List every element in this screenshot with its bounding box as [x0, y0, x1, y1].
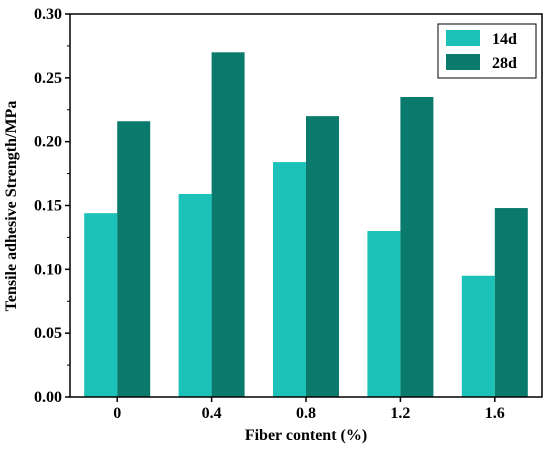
x-tick-label: 0.4 — [202, 405, 222, 422]
x-tick-label: 0.8 — [296, 405, 316, 422]
x-axis-label: Fiber content (%) — [245, 427, 367, 444]
legend-swatch-28d — [446, 54, 480, 70]
y-tick-label: 0.10 — [34, 261, 62, 278]
x-tick-label: 0 — [113, 405, 121, 422]
legend-label-28d: 28d — [492, 55, 517, 72]
y-tick-label: 0.25 — [34, 70, 62, 87]
y-tick-label: 0.15 — [34, 198, 62, 215]
y-tick-label: 0.00 — [34, 389, 62, 406]
bar-14d-1.6 — [461, 275, 495, 397]
bar-14d-0 — [84, 213, 118, 397]
x-axis: 0 0.4 0.8 1.2 1.6 — [113, 397, 505, 422]
x-tick-label: 1.2 — [390, 405, 410, 422]
y-axis-label: Tensile adhesive Strength/MPa — [3, 101, 20, 312]
bar-14d-1.2 — [367, 231, 401, 397]
legend-label-14d: 14d — [492, 31, 517, 48]
bar-28d-1.2 — [400, 96, 434, 397]
bar-28d-0.4 — [211, 52, 245, 398]
y-tick-label: 0.05 — [34, 325, 62, 342]
bars — [84, 52, 528, 398]
y-axis: 0.00 0.05 0.10 0.15 0.20 0.25 0.30 — [34, 6, 70, 406]
y-tick-label: 0.20 — [34, 134, 62, 151]
bar-28d-0 — [117, 121, 151, 398]
bar-14d-0.8 — [273, 162, 306, 397]
y-tick-label: 0.30 — [34, 6, 62, 23]
bar-14d-0.4 — [178, 194, 212, 397]
bar-28d-0.8 — [306, 116, 339, 397]
legend-swatch-14d — [446, 30, 480, 46]
x-tick-label: 1.6 — [485, 405, 505, 422]
bar-28d-1.6 — [494, 208, 528, 397]
